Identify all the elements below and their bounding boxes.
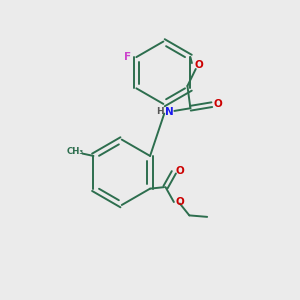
Text: O: O: [194, 60, 203, 70]
Text: N: N: [165, 107, 174, 117]
Text: CH₃: CH₃: [67, 147, 84, 156]
Text: O: O: [176, 197, 184, 207]
Text: H: H: [156, 107, 164, 116]
Text: F: F: [124, 52, 132, 62]
Text: O: O: [176, 166, 184, 176]
Text: O: O: [214, 99, 223, 109]
